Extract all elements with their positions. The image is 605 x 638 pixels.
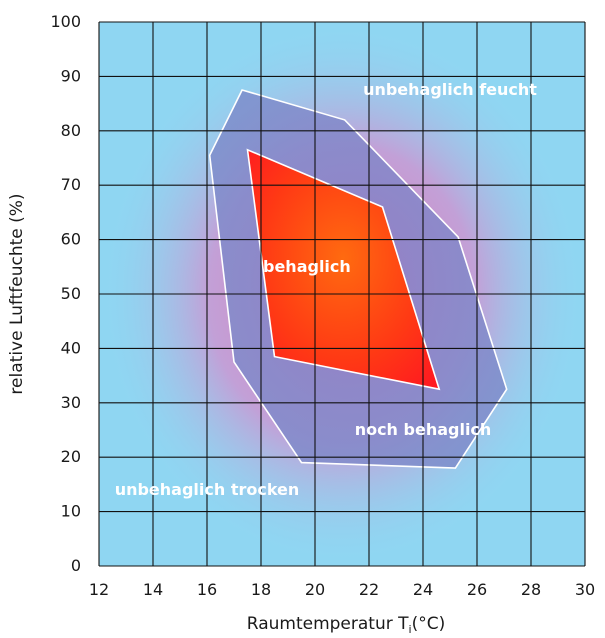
- x-axis-title-unit: (°C): [412, 614, 446, 634]
- x-axis-title: Raumtemperatur Ti(°C): [247, 614, 445, 636]
- x-tick-label: 16: [197, 580, 217, 599]
- y-tick-label: 20: [61, 447, 81, 466]
- y-tick-label: 50: [61, 284, 81, 303]
- y-tick-label: 60: [61, 230, 81, 249]
- region-label: behaglich: [263, 257, 351, 276]
- region-label: noch behaglich: [355, 420, 492, 439]
- y-tick-label: 10: [61, 502, 81, 521]
- y-tick-label: 70: [61, 175, 81, 194]
- y-tick-label: 100: [50, 12, 81, 31]
- x-tick-label: 24: [413, 580, 433, 599]
- x-tick-label: 20: [305, 580, 325, 599]
- region-label: unbehaglich trocken: [115, 480, 300, 499]
- x-tick-label: 22: [359, 580, 379, 599]
- y-axis-title: relative Luftfeuchte (%): [7, 193, 27, 394]
- region-label: unbehaglich feucht: [363, 80, 537, 99]
- y-axis-ticks: 0 10 20 30 40 50 60 70 80 90 100: [50, 12, 81, 575]
- x-tick-label: 26: [467, 580, 487, 599]
- x-tick-label: 18: [251, 580, 271, 599]
- x-axis-ticks: 12 14 16 18 20 22 24 26 28 30: [89, 580, 595, 599]
- y-tick-label: 80: [61, 121, 81, 140]
- y-tick-label: 90: [61, 66, 81, 85]
- x-axis-title-main: Raumtemperatur T: [247, 614, 409, 634]
- y-tick-label: 40: [61, 338, 81, 357]
- y-tick-label: 0: [71, 556, 81, 575]
- x-tick-label: 12: [89, 580, 109, 599]
- x-tick-label: 14: [143, 580, 163, 599]
- x-tick-label: 30: [575, 580, 595, 599]
- x-tick-label: 28: [521, 580, 541, 599]
- y-tick-label: 30: [61, 393, 81, 412]
